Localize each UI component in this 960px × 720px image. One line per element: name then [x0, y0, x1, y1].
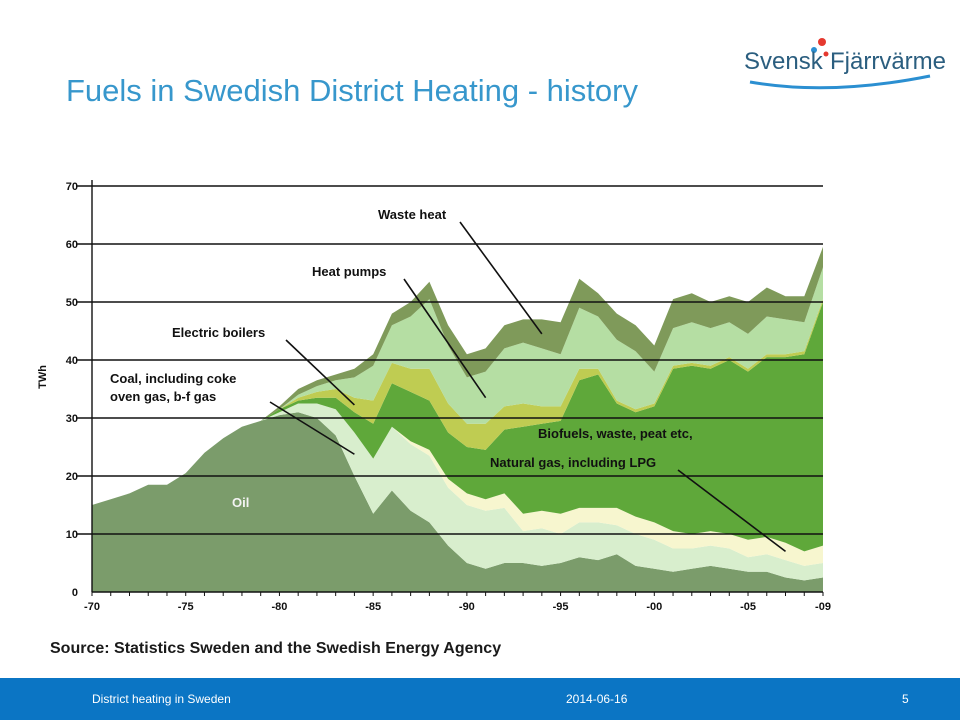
- logo-text-left: Svensk: [744, 48, 823, 75]
- chart-areas: [92, 246, 823, 592]
- annotation-electric-boilers: Electric boilers: [172, 325, 265, 340]
- annotation-heat-pumps: Heat pumps: [312, 264, 386, 279]
- y-tick-label: 40: [66, 355, 78, 367]
- leader-natural-gas: [677, 469, 786, 553]
- x-tick-label: -80: [271, 601, 287, 613]
- y-tick-label: 10: [66, 529, 78, 541]
- x-tick-label: -70: [84, 601, 100, 613]
- area-natural_gas: [92, 403, 823, 566]
- leader-heat-pumps: [403, 278, 487, 399]
- x-tick-label: -85: [365, 601, 381, 613]
- annotation-natural-gas: Natural gas, including LPG: [490, 455, 656, 470]
- annotation-waste-heat: Waste heat: [378, 207, 447, 222]
- area-biofuels: [92, 302, 823, 552]
- logo-swoosh-icon: [749, 38, 931, 90]
- chart-svg: 0 10 20 30 40 50 60 70 -70 -75 -80 -85 -90 -95 -00 -05 -…: [37, 180, 831, 613]
- annotation-leaders: [269, 221, 786, 553]
- annotation-oil: Oil: [232, 495, 249, 510]
- slide-title: Fuels in Swedish District Heating - hist…: [66, 73, 638, 108]
- x-tick-label: -09: [815, 601, 831, 613]
- y-tick-label: 0: [72, 587, 78, 599]
- area-oil: [92, 412, 823, 592]
- y-tick-label: 70: [66, 181, 78, 193]
- x-tick-label: -05: [740, 601, 756, 613]
- leader-coal: [269, 401, 355, 455]
- leader-electric-boilers: [285, 339, 355, 406]
- area-coal: [92, 403, 823, 581]
- x-tick-label: -90: [459, 601, 475, 613]
- x-tick-label: -75: [178, 601, 194, 613]
- area-heat_pumps: [92, 267, 823, 505]
- chart-axes: 0 10 20 30 40 50 60 70 -70 -75 -80 -85 -90 -95 -00 -05 -…: [66, 180, 831, 613]
- footer-presentation-title: District heating in Sweden: [92, 692, 231, 706]
- logo-text-right: Fjärrvärme: [830, 48, 947, 75]
- svensk-fjarrvarme-logo: Svensk Fjärrvärme: [740, 36, 946, 96]
- chart-gridlines: [76, 185, 823, 535]
- footer-page-number: 5: [902, 692, 909, 706]
- leader-waste-heat: [459, 221, 543, 335]
- y-tick-label: 30: [66, 413, 78, 425]
- y-tick-label: 60: [66, 239, 78, 251]
- y-axis-label: TWh: [37, 365, 49, 389]
- annotation-biofuels: Biofuels, waste, peat etc,: [538, 426, 693, 441]
- source-note: Source: Statistics Sweden and the Swedis…: [50, 640, 502, 657]
- footer-bar: District heating in Sweden 2014-06-16 5: [0, 678, 960, 720]
- footer-date: 2014-06-16: [566, 692, 628, 706]
- y-tick-label: 20: [66, 471, 78, 483]
- x-tick-label: -00: [646, 601, 662, 613]
- y-tick-label: 50: [66, 297, 78, 309]
- x-tick-label: -95: [553, 601, 569, 613]
- fuels-area-chart: 0 10 20 30 40 50 60 70 -70 -75 -80 -85 -90 -95 -00 -05 -…: [28, 172, 840, 624]
- annotation-coal-line2: oven gas, b-f gas: [110, 389, 216, 404]
- annotation-coal-line1: Coal, including coke: [110, 371, 236, 386]
